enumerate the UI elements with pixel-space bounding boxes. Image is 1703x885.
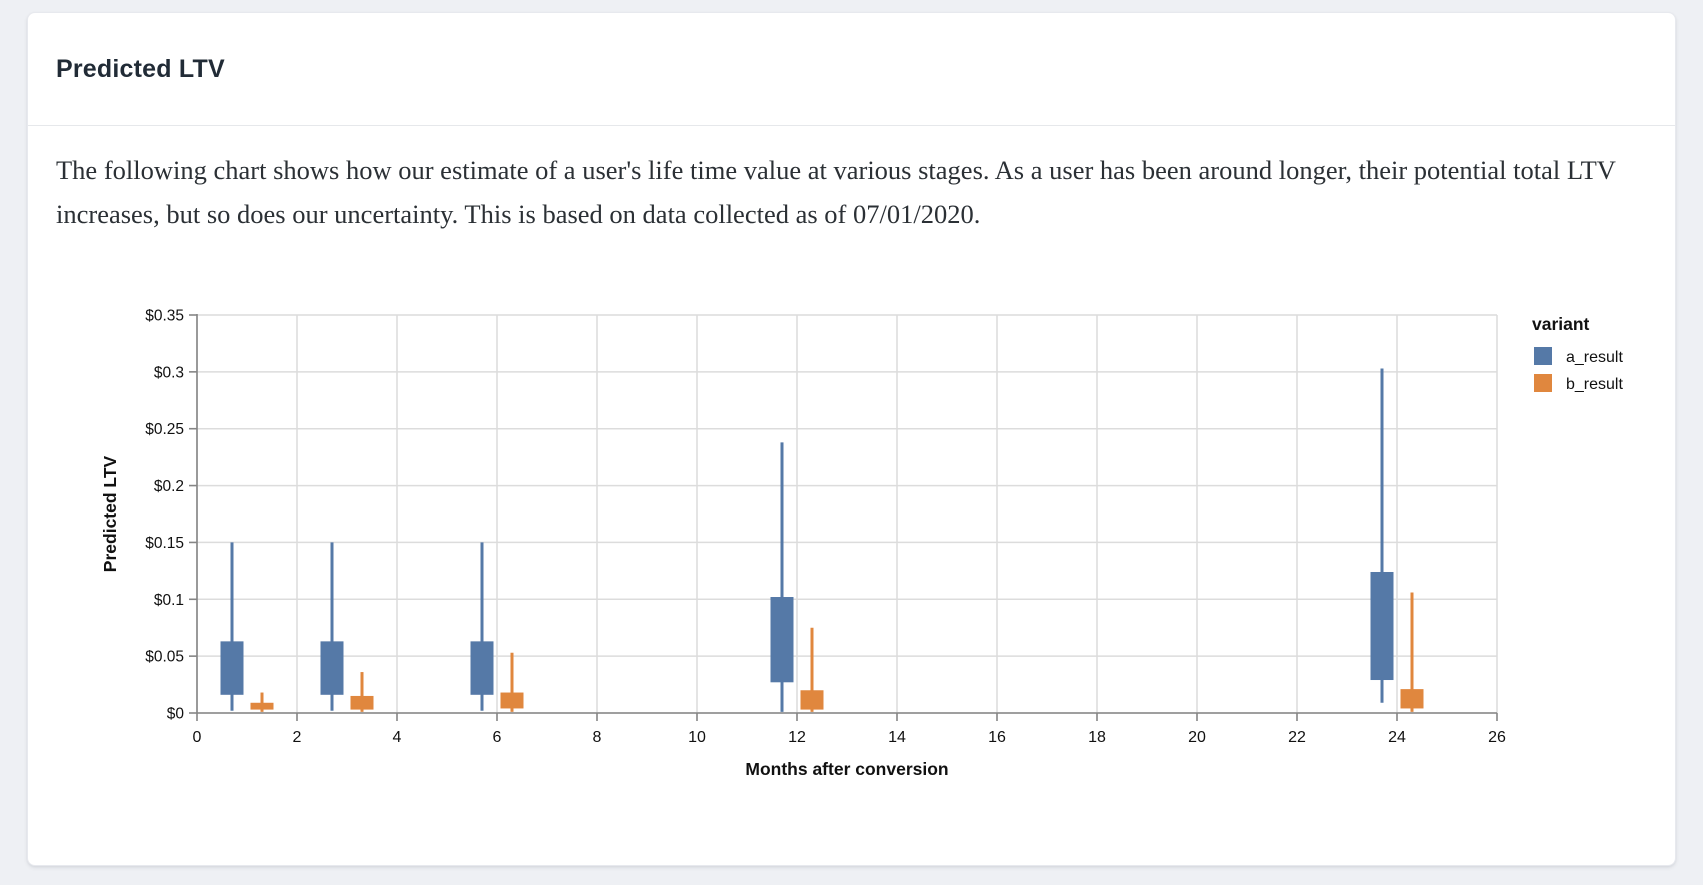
boxplot-box-b_result-month-6 — [500, 692, 524, 709]
boxplot-box-b_result-month-1 — [250, 702, 274, 710]
x-axis-tick-label: 4 — [393, 729, 402, 746]
card-body: The following chart shows how our estima… — [28, 148, 1675, 807]
ltv-boxplot-chart: $0$0.05$0.1$0.15$0.2$0.25$0.3$0.350 2 4 6 8 1… — [100, 308, 1623, 780]
y-axis-tick-label: $0.05 — [145, 649, 184, 666]
legend-label-a_result: a_result — [1566, 349, 1623, 366]
legend-swatch-a_result — [1534, 347, 1552, 365]
chart-container: $0 $0.05 $0.1 $0.15 $0.2 $0.25 $0.3 $0.35 0 2 4 6 8 1… — [56, 257, 1647, 807]
y-axis-tick-label: $0 — [167, 706, 185, 723]
x-axis-tick-label: 6 — [493, 729, 502, 746]
y-axis-title: Predicted LTV — [100, 455, 120, 572]
boxplot-box-a_result-month-6 — [470, 641, 494, 695]
x-axis-tick-label: 22 — [1288, 729, 1306, 746]
x-axis-tick-label: 8 — [593, 729, 602, 746]
x-axis-tick-label: 16 — [988, 729, 1006, 746]
y-axis-tick-label: $0.2 — [154, 478, 184, 495]
x-axis-tick-label: 12 — [788, 729, 806, 746]
x-axis-title: Months after conversion — [745, 759, 948, 779]
x-axis-tick-label: 24 — [1388, 729, 1406, 746]
legend-swatch-b_result — [1534, 374, 1552, 392]
y-axis-tick-label: $0.1 — [154, 592, 184, 609]
y-axis-tick-label: $0.15 — [145, 535, 184, 552]
boxplot-box-b_result-month-12 — [800, 690, 824, 710]
x-axis-tick-label: 20 — [1188, 729, 1206, 746]
page-title: Predicted LTV — [56, 54, 225, 83]
y-axis-tick-label: $0.25 — [145, 421, 184, 438]
boxplot-box-a_result-month-1 — [220, 641, 244, 695]
x-axis-tick-label: 0 — [193, 729, 202, 746]
boxplot-box-a_result-month-3 — [320, 641, 344, 695]
y-axis-tick-label: $0.35 — [145, 308, 184, 325]
legend-title: variant — [1532, 314, 1590, 334]
x-axis-tick-label: 2 — [293, 729, 302, 746]
boxplot-box-a_result-month-12 — [770, 597, 794, 683]
x-axis-tick-label: 26 — [1488, 729, 1506, 746]
boxplot-box-b_result-month-24 — [1400, 689, 1424, 709]
legend-label-b_result: b_result — [1566, 376, 1623, 393]
card-header: Predicted LTV — [28, 13, 1675, 126]
chart-description: The following chart shows how our estima… — [56, 155, 1616, 229]
x-axis-tick-label: 14 — [888, 729, 906, 746]
x-axis-tick-label: 10 — [688, 729, 706, 746]
predicted-ltv-card: Predicted LTV The following chart shows … — [27, 12, 1676, 866]
boxplot-box-b_result-month-3 — [350, 695, 374, 710]
y-axis-tick-label: $0.3 — [154, 364, 184, 381]
x-axis-tick-label: 18 — [1088, 729, 1106, 746]
boxplot-box-a_result-month-24 — [1370, 571, 1394, 681]
